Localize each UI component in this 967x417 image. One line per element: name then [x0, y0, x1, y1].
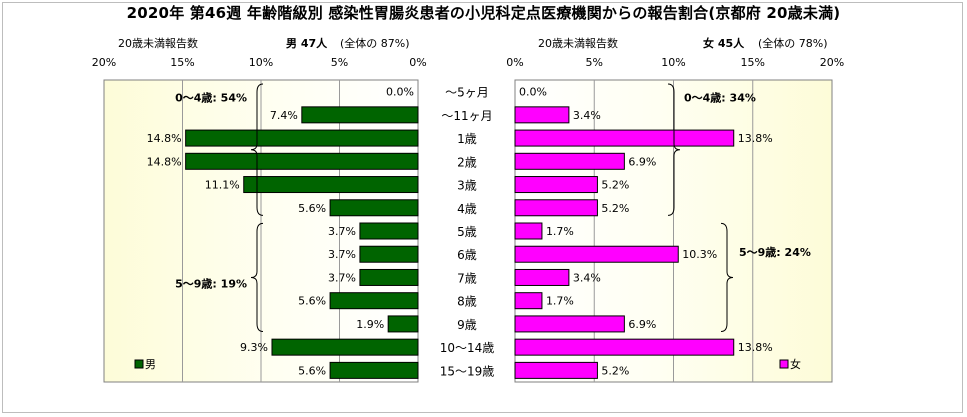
left-legend-label: 男	[145, 358, 156, 371]
left-bar	[359, 268, 419, 286]
left-bar	[329, 199, 419, 217]
left-group-label-5-9: 5～9歳: 19%	[175, 276, 247, 290]
right-bar	[514, 152, 625, 170]
category-label: 7歳	[457, 271, 477, 285]
left-series-label: 男 47人	[286, 37, 328, 50]
right-group-label-5-9: 5～9歳: 24%	[739, 245, 811, 259]
left-bar	[185, 129, 419, 147]
right-series-share: (全体の 78%)	[758, 37, 828, 50]
left-value-label: 0.0%	[386, 86, 414, 99]
right-value-label: 10.3%	[682, 248, 717, 261]
chart-title: 2020年 第46週 年齢階級別 感染性胃腸炎患者の小児科定点医療機関からの報告…	[126, 4, 841, 22]
left-tick-label: 5%	[331, 56, 348, 69]
category-label: 6歳	[457, 248, 477, 262]
right-value-label: 5.2%	[601, 364, 629, 377]
left-bar	[329, 292, 419, 310]
chart-frame	[2, 2, 963, 413]
left-series-share: (全体の 87%)	[340, 37, 410, 50]
right-bar	[514, 361, 598, 379]
left-bar	[359, 245, 419, 263]
left-value-label: 1.9%	[356, 318, 384, 331]
left-axis-title: 20歳未満報告数	[118, 37, 198, 50]
right-bar	[514, 199, 598, 217]
right-group-label-0-4: 0～4歳: 34%	[684, 91, 756, 105]
left-bar	[387, 315, 419, 333]
left-value-label: 5.6%	[298, 364, 326, 377]
left-value-label: 14.8%	[147, 155, 182, 168]
left-tick-label: 15%	[170, 56, 194, 69]
right-tick-label: 10%	[661, 56, 685, 69]
right-legend-swatch	[779, 359, 789, 369]
left-group-label-0-4: 0～4歳: 54%	[175, 91, 247, 105]
right-tick-label: 15%	[741, 56, 765, 69]
right-axis-title: 20歳未満報告数	[538, 37, 618, 50]
right-value-label: 1.7%	[546, 295, 574, 308]
left-bar	[243, 176, 419, 194]
category-label: 9歳	[457, 318, 477, 332]
category-label: ～5ヶ月	[445, 86, 489, 100]
left-bar	[185, 152, 419, 170]
left-value-label: 5.6%	[298, 295, 326, 308]
left-brace-5-9	[250, 222, 264, 333]
right-value-label: 0.0%	[519, 86, 547, 99]
category-label: 3歳	[457, 179, 477, 193]
right-value-label: 3.4%	[573, 271, 601, 284]
right-bar	[514, 315, 625, 333]
right-tick-label: 5%	[586, 56, 603, 69]
left-value-label: 3.7%	[328, 248, 356, 261]
right-series-label: 女 45人	[703, 37, 745, 50]
left-legend-swatch	[134, 359, 144, 369]
right-bar	[514, 176, 598, 194]
left-tick-label: 0%	[409, 56, 426, 69]
right-brace-0-4	[667, 83, 681, 216]
left-value-label: 3.7%	[328, 271, 356, 284]
right-bar	[514, 292, 543, 310]
left-value-label: 5.6%	[298, 202, 326, 215]
left-value-label: 9.3%	[240, 341, 268, 354]
left-value-label: 11.1%	[205, 179, 240, 192]
left-bar	[301, 106, 419, 124]
left-bar	[271, 338, 419, 356]
right-value-label: 5.2%	[601, 179, 629, 192]
left-bar	[359, 222, 419, 240]
left-tick-label: 10%	[249, 56, 273, 69]
right-value-label: 6.9%	[628, 155, 656, 168]
category-label: 5歳	[457, 225, 477, 239]
category-label: 2歳	[457, 155, 477, 169]
right-value-label: 13.8%	[738, 341, 773, 354]
right-bar	[514, 338, 735, 356]
right-bar	[514, 268, 570, 286]
category-label: 10～14歳	[440, 341, 495, 355]
right-value-label: 6.9%	[628, 318, 656, 331]
category-label: 4歳	[457, 202, 477, 216]
category-label: 1歳	[457, 132, 477, 146]
right-tick-label: 20%	[820, 56, 844, 69]
right-bar	[514, 129, 735, 147]
right-value-label: 1.7%	[546, 225, 574, 238]
right-value-label: 5.2%	[601, 202, 629, 215]
left-tick-label: 20%	[92, 56, 116, 69]
left-value-label: 14.8%	[147, 132, 182, 145]
right-bar	[514, 245, 679, 263]
right-brace-5-9	[720, 222, 734, 333]
right-bar	[514, 222, 543, 240]
left-brace-0-4	[250, 83, 264, 216]
left-value-label: 7.4%	[270, 109, 298, 122]
category-label: 15～19歳	[440, 364, 495, 378]
left-bar	[329, 361, 419, 379]
right-value-label: 13.8%	[738, 132, 773, 145]
right-value-label: 3.4%	[573, 109, 601, 122]
category-label: ～11ヶ月	[441, 109, 492, 123]
left-value-label: 3.7%	[328, 225, 356, 238]
right-tick-label: 0%	[506, 56, 523, 69]
category-label: 8歳	[457, 295, 477, 309]
right-legend-label: 女	[790, 357, 801, 371]
right-bar	[514, 106, 570, 124]
